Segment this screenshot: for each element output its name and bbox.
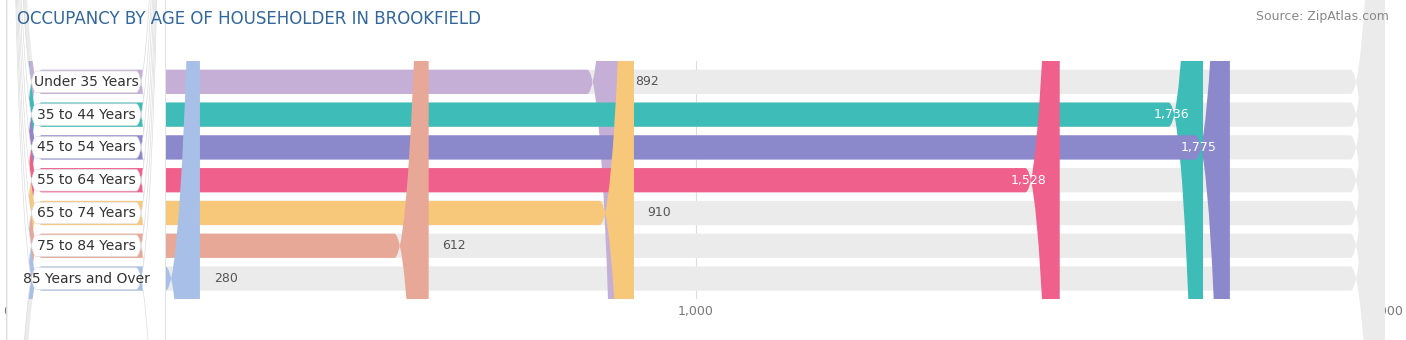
FancyBboxPatch shape: [7, 0, 429, 340]
FancyBboxPatch shape: [7, 0, 1385, 340]
Text: Source: ZipAtlas.com: Source: ZipAtlas.com: [1256, 10, 1389, 23]
Text: 1,775: 1,775: [1180, 141, 1216, 154]
FancyBboxPatch shape: [7, 0, 1385, 340]
FancyBboxPatch shape: [7, 0, 634, 340]
Text: Under 35 Years: Under 35 Years: [34, 75, 139, 89]
FancyBboxPatch shape: [7, 0, 1385, 340]
FancyBboxPatch shape: [7, 0, 1204, 340]
FancyBboxPatch shape: [7, 0, 166, 340]
Text: OCCUPANCY BY AGE OF HOUSEHOLDER IN BROOKFIELD: OCCUPANCY BY AGE OF HOUSEHOLDER IN BROOK…: [17, 10, 481, 28]
FancyBboxPatch shape: [7, 0, 1230, 340]
FancyBboxPatch shape: [7, 0, 166, 340]
Text: 910: 910: [648, 206, 672, 220]
FancyBboxPatch shape: [7, 0, 1385, 340]
Text: 35 to 44 Years: 35 to 44 Years: [37, 108, 135, 122]
FancyBboxPatch shape: [7, 0, 621, 340]
FancyBboxPatch shape: [7, 0, 200, 340]
Text: 85 Years and Over: 85 Years and Over: [22, 272, 149, 286]
FancyBboxPatch shape: [7, 0, 1060, 340]
FancyBboxPatch shape: [7, 0, 166, 340]
FancyBboxPatch shape: [7, 0, 1385, 340]
Text: 75 to 84 Years: 75 to 84 Years: [37, 239, 135, 253]
FancyBboxPatch shape: [7, 0, 1385, 340]
FancyBboxPatch shape: [7, 0, 1385, 340]
Text: 45 to 54 Years: 45 to 54 Years: [37, 140, 135, 154]
Text: 1,528: 1,528: [1010, 174, 1046, 187]
FancyBboxPatch shape: [7, 0, 166, 340]
FancyBboxPatch shape: [7, 0, 166, 340]
Text: 892: 892: [636, 75, 659, 88]
Text: 1,736: 1,736: [1154, 108, 1189, 121]
Text: 612: 612: [443, 239, 465, 252]
FancyBboxPatch shape: [7, 0, 166, 340]
Text: 280: 280: [214, 272, 238, 285]
Text: 65 to 74 Years: 65 to 74 Years: [37, 206, 135, 220]
FancyBboxPatch shape: [7, 0, 166, 340]
Text: 55 to 64 Years: 55 to 64 Years: [37, 173, 135, 187]
